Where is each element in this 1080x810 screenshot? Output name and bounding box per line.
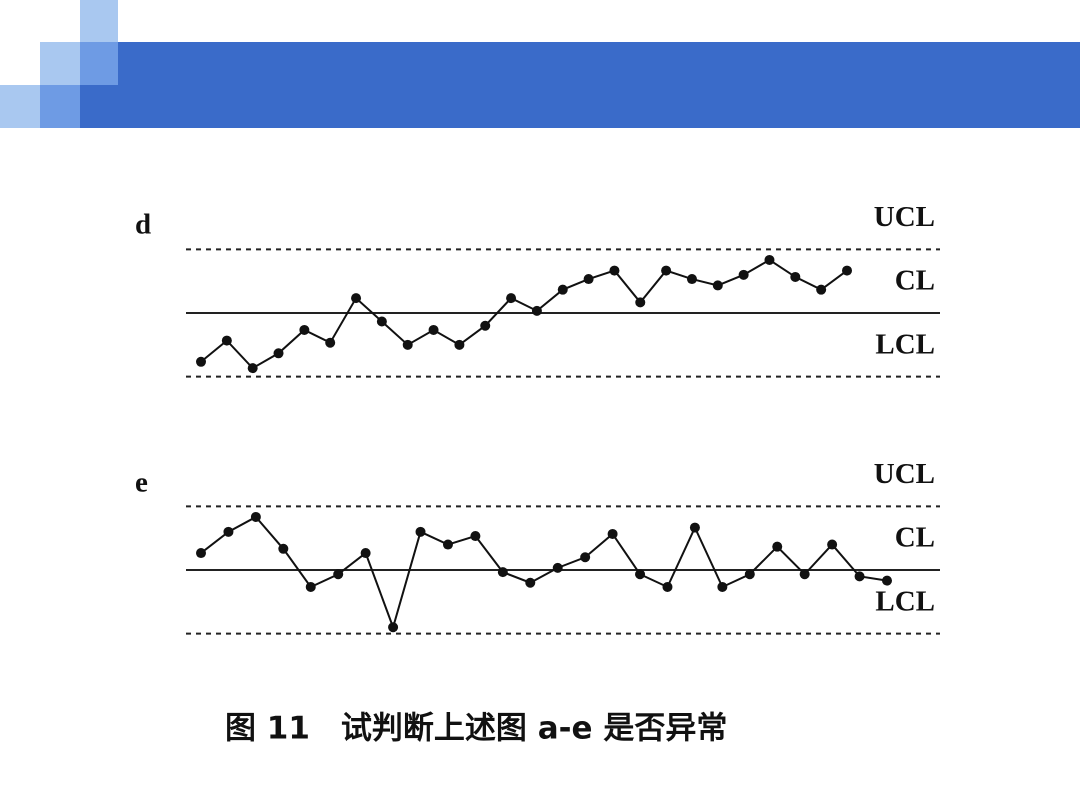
data-point [772,541,783,552]
data-point [442,539,453,550]
data-point [376,316,387,327]
data-point [325,337,336,348]
data-point [854,571,865,582]
data-point [686,274,697,285]
data-point [607,528,618,539]
data-point [402,339,413,350]
control-line-label: UCL [874,201,935,233]
header-block [0,85,40,128]
data-point [273,348,284,359]
data-point [221,335,232,346]
header-block [80,0,118,42]
data-point [662,581,673,592]
data-point [635,297,646,308]
data-point [223,526,234,537]
series-line [200,515,888,631]
data-point [497,567,508,578]
data-point [816,284,827,295]
data-point [247,363,258,374]
data-point [583,274,594,285]
data-point [531,305,542,316]
data-point [689,522,700,533]
data-point [552,562,563,573]
chart-title: d [135,209,151,241]
header-block [40,42,80,85]
control-line-label: CL [895,522,935,554]
data-point [351,293,362,304]
data-point [250,511,261,522]
control-line-label: UCL [874,458,935,490]
header-band [80,42,1080,128]
data-point [827,539,838,550]
data-point [525,577,536,588]
control-line-label: LCL [875,585,935,617]
data-point [299,324,310,335]
header-block [40,85,80,128]
data-point [470,531,481,542]
data-point [305,581,316,592]
data-point [360,548,371,559]
data-point [790,271,801,282]
data-point [196,356,206,367]
data-point [712,280,723,291]
control-line-label: LCL [875,328,935,360]
data-point [415,526,426,537]
data-point [428,324,439,335]
data-point [635,569,646,580]
data-point [661,265,672,276]
data-point [717,581,728,592]
data-point [333,569,344,580]
data-point [580,552,591,563]
chart-title: e [135,467,148,499]
data-point [557,284,568,295]
control-line-label: CL [895,265,935,297]
data-point [480,320,491,331]
data-point [454,339,465,350]
caption: 图 11 试判断上述图 a-e 是否异常 [225,711,727,747]
data-point [609,265,620,276]
data-point [799,569,810,580]
data-point [196,548,206,559]
data-point [744,569,755,580]
data-point [842,265,852,276]
header-block [80,42,118,85]
data-point [278,543,289,554]
data-point [764,254,775,265]
data-point [738,269,749,280]
data-point [882,575,892,586]
data-point [506,293,517,304]
data-point [388,622,399,633]
